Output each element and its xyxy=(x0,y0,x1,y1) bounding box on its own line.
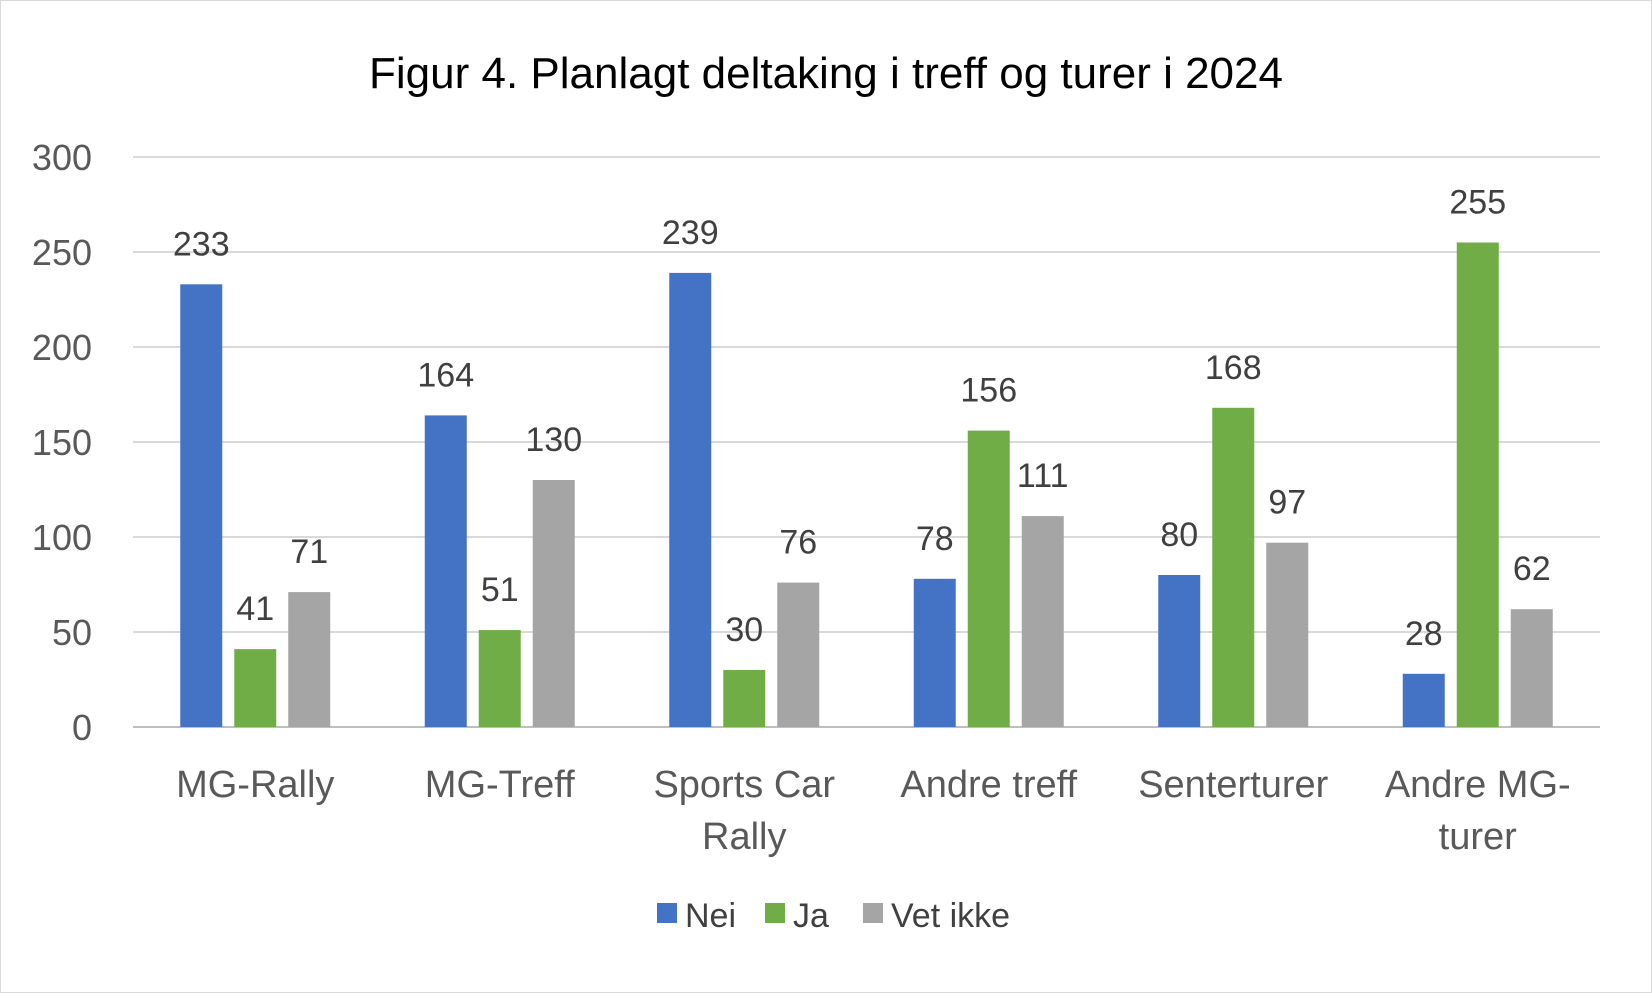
bar xyxy=(967,430,1010,727)
legend: Nei Ja Vet ikke xyxy=(657,897,1010,935)
legend-swatch xyxy=(863,903,883,923)
bar xyxy=(913,578,956,727)
data-label: 239 xyxy=(662,214,719,252)
bar xyxy=(1212,407,1255,727)
data-label: 97 xyxy=(1268,484,1306,522)
x-tick-label: Rally xyxy=(702,816,786,858)
data-label: 62 xyxy=(1513,550,1551,588)
data-label: 28 xyxy=(1405,615,1443,653)
data-label: 80 xyxy=(1160,516,1198,554)
legend-label: Ja xyxy=(793,897,829,935)
x-tick-label: MG-Rally xyxy=(176,764,334,806)
data-label: 30 xyxy=(725,611,763,649)
data-label: 71 xyxy=(290,533,328,571)
data-label: 130 xyxy=(525,421,582,459)
bar xyxy=(532,480,575,727)
data-label: 51 xyxy=(481,571,519,609)
gridlines xyxy=(133,156,1600,728)
x-tick-label: Andre MG- xyxy=(1385,764,1571,806)
y-axis: 0 50 100 150 200 250 300 xyxy=(32,137,92,748)
y-tick-label: 0 xyxy=(72,707,92,748)
data-label: 111 xyxy=(1017,457,1069,495)
data-label: 76 xyxy=(779,524,817,562)
legend-swatch xyxy=(657,903,677,923)
data-label: 233 xyxy=(173,225,230,263)
legend-label: Nei xyxy=(685,897,736,935)
bar xyxy=(288,592,331,727)
x-tick-label: Senterturer xyxy=(1138,764,1328,806)
data-labels: 233 41 71 164 51 130 239 30 76 78 156 111 80 168 97 28 2… xyxy=(173,184,1551,653)
data-label: 164 xyxy=(417,356,474,394)
x-tick-label: Andre treff xyxy=(900,764,1077,806)
bar xyxy=(777,582,820,727)
y-tick-label: 300 xyxy=(32,137,92,178)
y-tick-label: 100 xyxy=(32,517,92,558)
data-label: 255 xyxy=(1449,184,1506,222)
data-label: 156 xyxy=(960,372,1017,410)
bar xyxy=(1158,575,1201,727)
bar xyxy=(234,649,277,727)
bar xyxy=(1456,242,1499,727)
data-label: 78 xyxy=(916,520,954,558)
y-tick-label: 50 xyxy=(52,612,92,653)
bar xyxy=(478,630,521,727)
y-tick-label: 200 xyxy=(32,327,92,368)
bar xyxy=(1021,516,1064,727)
bar xyxy=(1510,609,1553,727)
legend-swatch xyxy=(765,903,785,923)
chart-title: Figur 4. Planlagt deltaking i treff og t… xyxy=(369,49,1283,98)
x-axis: MG-Rally MG-Treff Sports Car Rally Andre tre… xyxy=(176,764,1571,858)
bar xyxy=(1266,542,1309,727)
y-tick-label: 250 xyxy=(32,232,92,273)
x-tick-label: turer xyxy=(1439,816,1517,858)
bar xyxy=(669,272,712,727)
x-tick-label: MG-Treff xyxy=(425,764,575,806)
bars xyxy=(180,242,1553,727)
data-label: 41 xyxy=(236,590,274,628)
bar xyxy=(180,284,223,727)
bar xyxy=(424,415,467,727)
y-tick-label: 150 xyxy=(32,422,92,463)
bar xyxy=(1402,673,1445,727)
x-tick-label: Sports Car xyxy=(653,764,835,806)
bar xyxy=(723,670,766,727)
data-label: 168 xyxy=(1205,349,1262,387)
legend-label: Vet ikke xyxy=(891,897,1010,935)
